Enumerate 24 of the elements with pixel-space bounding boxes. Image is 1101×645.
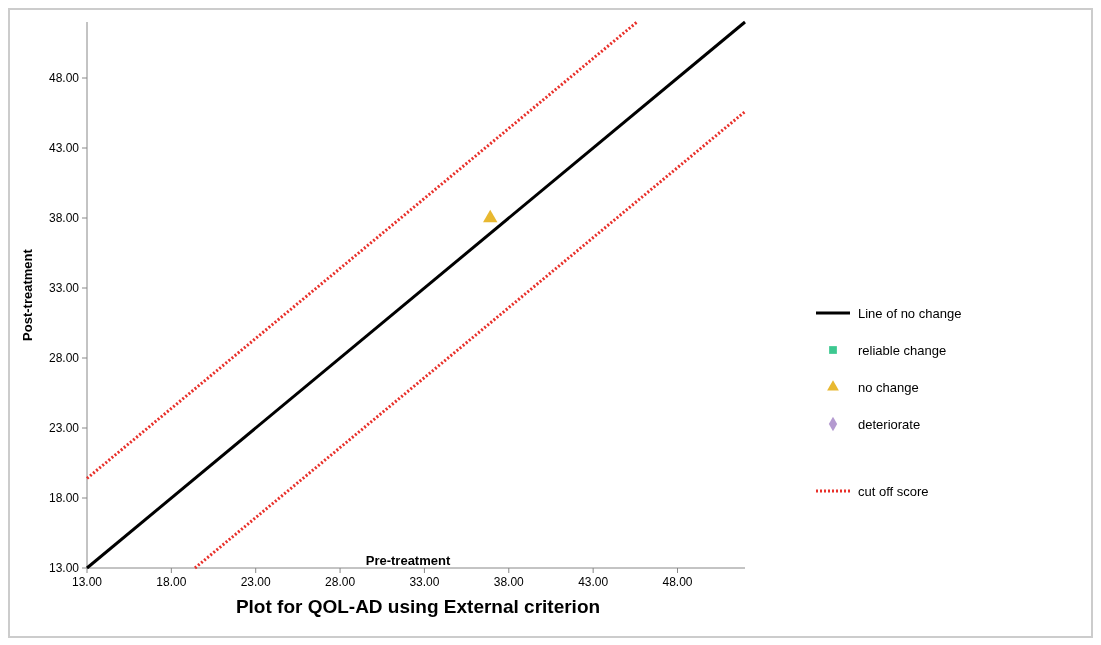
y-tick-label: 43.00 [48, 141, 80, 155]
y-tick-label: 18.00 [48, 491, 80, 505]
y-axis-title: Post-treatment [20, 248, 35, 341]
x-tick-label: 38.00 [493, 575, 525, 589]
y-tick-label: 13.00 [48, 561, 80, 575]
y-tick-label: 38.00 [48, 211, 80, 225]
x-tick-label: 23.00 [240, 575, 272, 589]
x-tick-label: 28.00 [325, 575, 356, 589]
y-tick-label: 33.00 [48, 281, 80, 295]
legend-label: cut off score [858, 484, 929, 499]
x-tick-label: 43.00 [578, 575, 609, 589]
legend-label: Line of no change [858, 306, 962, 321]
y-tick-label: 28.00 [48, 351, 80, 365]
x-tick-label: 18.00 [156, 575, 187, 589]
text: Plot for QOL-AD using External criterion [235, 596, 601, 617]
x-axis-title: Pre-treatment [365, 553, 451, 568]
y-tick-label: 48.00 [48, 71, 80, 85]
y-tick-label: 23.00 [48, 421, 80, 435]
legend-label: no change [858, 380, 919, 395]
legend-label: reliable change [858, 343, 947, 358]
legend-label: deteriorate [858, 417, 921, 432]
x-tick-label: 33.00 [409, 575, 440, 589]
x-tick-label: 13.00 [71, 575, 103, 589]
x-tick-label: 48.00 [662, 575, 693, 589]
